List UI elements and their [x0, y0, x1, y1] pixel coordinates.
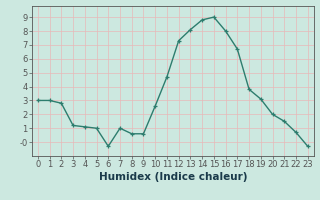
X-axis label: Humidex (Indice chaleur): Humidex (Indice chaleur)	[99, 172, 247, 182]
